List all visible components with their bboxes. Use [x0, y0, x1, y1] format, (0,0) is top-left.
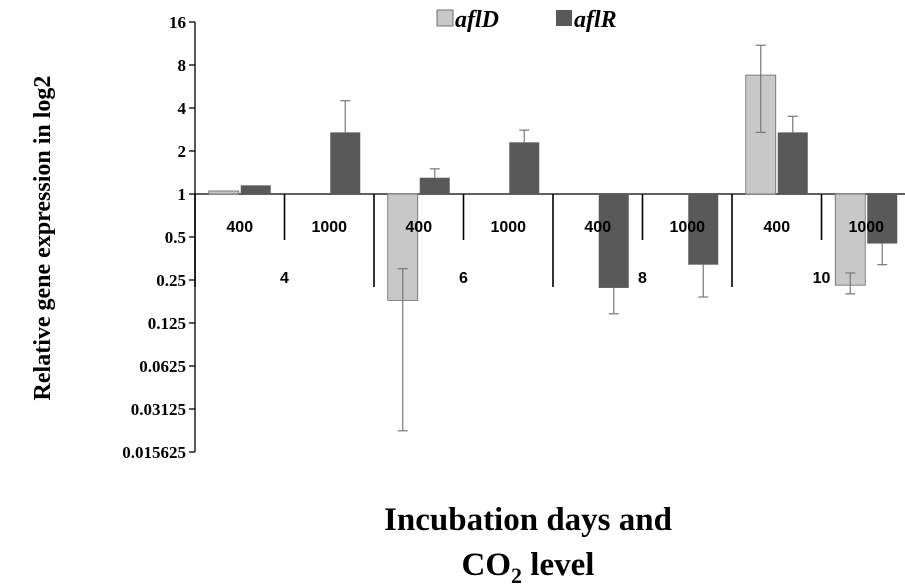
y-tick-label: 0.0625 [139, 357, 186, 376]
x-axis-label-rest: level [522, 547, 594, 583]
bar-aflR-7 [867, 194, 898, 244]
bar-aflR-6 [777, 132, 808, 194]
co2-label: 400 [584, 219, 611, 236]
day-label: 4 [280, 270, 289, 287]
y-tick-label: 0.03125 [131, 400, 186, 419]
co2-label: 1000 [490, 219, 526, 236]
co2-label: 1000 [311, 219, 347, 236]
day-label: 6 [459, 270, 468, 287]
y-tick-label: 0.125 [148, 314, 186, 333]
y-tick-label: 0.25 [156, 271, 186, 290]
legend-label-aflr: aflR [574, 7, 617, 33]
day-label: 10 [813, 270, 831, 287]
co2-label: 1000 [848, 219, 884, 236]
bar-aflD-0 [208, 190, 240, 195]
day-label: 8 [638, 270, 647, 287]
bar-aflR-4 [598, 194, 629, 288]
bar-aflD-7 [834, 193, 866, 286]
x-axis-label-line1: Incubation days and [384, 502, 672, 538]
y-tick-label: 0.015625 [122, 443, 186, 462]
co2-label: 400 [405, 219, 432, 236]
legend-swatch-afld [436, 9, 454, 27]
co2-label: 1000 [669, 219, 705, 236]
error-bars [340, 44, 888, 432]
y-tick-label: 1 [178, 185, 187, 204]
category-labels: 400 1000 400 1000 400 1000 400 1000 4 6 8 10 [226, 219, 884, 287]
legend-label-afld: aflD [455, 7, 499, 33]
axes: 16 8 4 2 1 0.5 0.25 0.125 0.0625 0.03125 0.015625 [122, 13, 905, 462]
co2-label: 400 [763, 219, 790, 236]
bar-aflR-2 [419, 177, 450, 194]
co2-label: 400 [226, 219, 253, 236]
bar-aflR-1 [330, 132, 361, 194]
x-axis-label-co: CO [462, 547, 512, 583]
x-axis-label-sub: 2 [511, 563, 522, 586]
bar-aflR-5 [688, 194, 719, 265]
legend: aflD aflR [436, 7, 617, 33]
y-axis-label: Relative gene expression in log2 [30, 76, 56, 401]
legend-swatch-aflr [556, 10, 572, 26]
y-tick-label: 4 [178, 99, 187, 118]
y-tick-label: 16 [169, 13, 186, 32]
x-axis-label-line2: CO2 level [462, 547, 595, 586]
bar-aflR-0 [240, 185, 271, 194]
y-tick-label: 0.5 [165, 228, 186, 247]
bar-aflR-3 [509, 142, 540, 194]
y-tick-label: 2 [178, 142, 187, 161]
y-tick-label: 8 [178, 56, 187, 75]
